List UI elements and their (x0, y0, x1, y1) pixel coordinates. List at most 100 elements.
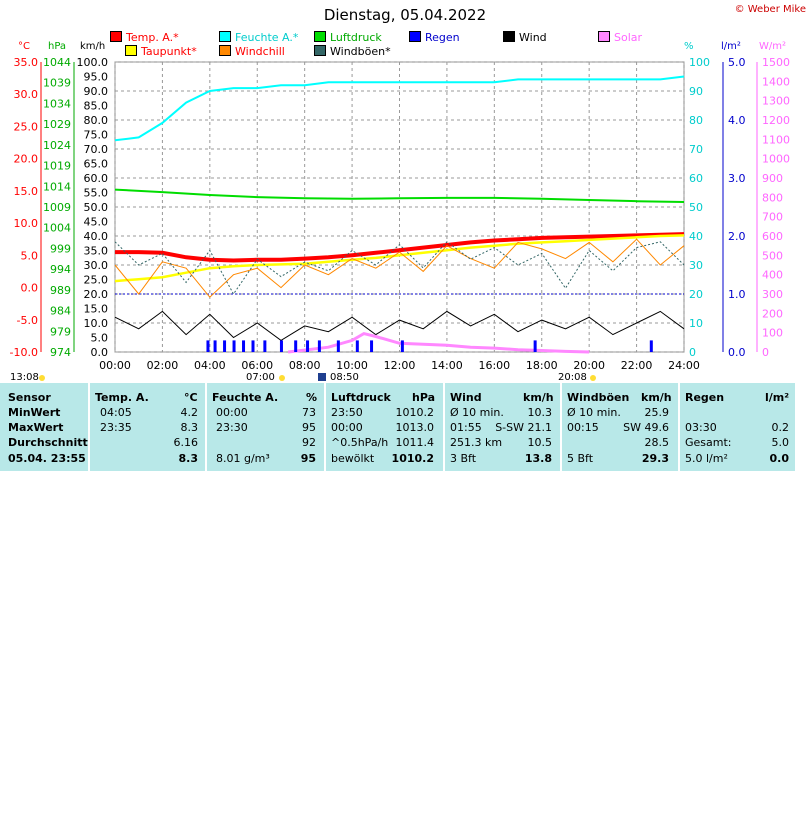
pressure-tick-label: 984 (50, 305, 71, 318)
solar-tick-label: 1200 (762, 114, 790, 127)
sun-time-label: 08:50 (330, 372, 359, 383)
legend-label: Luftdruck (330, 31, 382, 44)
cell-value: 8.3 (178, 452, 199, 465)
rain-bar (251, 340, 255, 352)
row-label: 05.04. 23:55 (8, 452, 86, 465)
legend-item: Windböen* (314, 45, 391, 58)
pressure-unit: hPa (48, 41, 67, 52)
pressure-tick-label: 1019 (43, 160, 71, 173)
cell-value: 8.3 (180, 421, 199, 434)
cell-value: 25.9 (644, 406, 670, 419)
solar-tick-label: 1500 (762, 56, 790, 69)
rain-bar (263, 340, 267, 352)
legend-swatch (125, 45, 137, 56)
legend-label: Solar (614, 31, 643, 44)
header-wind: Wind (450, 391, 482, 404)
series-line (287, 332, 590, 354)
cell-value: 73 (302, 406, 316, 419)
cell-value: 95 (302, 421, 316, 434)
cell-value: 0.0 (769, 452, 790, 465)
header-pressure-unit: hPa (412, 391, 436, 404)
x-tick-label: 12:00 (384, 359, 416, 372)
cell-sub: 01:55 (450, 421, 482, 434)
rain-bar (242, 340, 246, 352)
solar-tick-label: 300 (762, 288, 783, 301)
row-label: Durchschnitt (8, 436, 88, 449)
x-tick-label: 14:00 (431, 359, 463, 372)
rain-tick-label: 1.0 (728, 288, 746, 301)
legend-item: Luftdruck (314, 31, 382, 44)
legend-item: Feuchte A.* (219, 31, 298, 44)
x-tick-label: 08:00 (289, 359, 321, 372)
humidity-unit: % (684, 41, 694, 52)
legend-swatch (314, 45, 326, 56)
solar-tick-label: 100 (762, 327, 783, 340)
legend-item: Wind (503, 31, 547, 44)
legend-label: Windböen* (330, 45, 391, 58)
solar-tick-label: 500 (762, 249, 783, 262)
pressure-tick-label: 1024 (43, 139, 71, 152)
header-gust: Windböen (567, 391, 630, 404)
cell-sub: 00:15 (567, 421, 599, 434)
rain-bar (317, 340, 321, 352)
pressure-tick-label: 1034 (43, 97, 71, 110)
rain-bar (223, 340, 227, 352)
cell-sub: ^0.5hPa/h (331, 436, 389, 449)
solar-tick-label: 200 (762, 307, 783, 320)
header-sensor: Sensor (8, 391, 51, 404)
humidity-tick-label: 50 (689, 201, 703, 214)
cell-value: 4.2 (180, 406, 199, 419)
cell-value: 10.3 (527, 406, 553, 419)
wind-tick-label: 85.0 (84, 100, 109, 113)
cell-sub: 251.3 km (450, 436, 503, 449)
wind-tick-label: 10.0 (84, 317, 109, 330)
cell-value: 1013.0 (395, 421, 435, 434)
series-line (115, 232, 685, 263)
cell-sub: bewölkt (331, 452, 375, 465)
cell-value: 29.3 (641, 452, 669, 465)
header-rain: Regen (685, 391, 725, 404)
cell-value: S-SW 21.1 (495, 421, 552, 434)
statistics-table: Sensor Temp. A. °C Feuchte A. % Luftdruc… (0, 383, 795, 837)
solar-tick-label: 600 (762, 230, 783, 243)
legend-label: Taupunkt* (141, 45, 197, 58)
rain-unit: l/m² (721, 41, 741, 52)
legend-item: Taupunkt* (125, 45, 197, 58)
temp-unit: °C (18, 41, 30, 52)
legend-label: Regen (425, 31, 460, 44)
cell-value: 10.5 (527, 436, 553, 449)
legend-swatch (503, 31, 515, 42)
legend-swatch (219, 45, 231, 56)
row-label: MaxWert (8, 421, 64, 434)
pressure-tick-label: 1009 (43, 201, 71, 214)
cell-value: SW 49.6 (623, 421, 669, 434)
legend-label: Feuchte A.* (235, 31, 299, 44)
rain-tick-label: 2.0 (728, 230, 746, 243)
cell-sub: 8.01 g/m³ (216, 452, 270, 465)
x-tick-label: 02:00 (147, 359, 179, 372)
temp-tick-label: 30.0 (14, 88, 39, 101)
temp-tick-label: 5.0 (21, 249, 39, 262)
sun-icon (39, 375, 45, 381)
wind-tick-label: 90.0 (84, 85, 109, 98)
x-tick-label: 22:00 (621, 359, 653, 372)
solar-tick-label: 0 (762, 346, 769, 359)
cell-value: 6.16 (173, 436, 199, 449)
series-line (114, 310, 685, 342)
cell-sub: 5 Bft (567, 452, 594, 465)
cell-sub: 23:50 (331, 406, 363, 419)
solar-tick-label: 900 (762, 172, 783, 185)
pressure-tick-label: 1014 (43, 180, 71, 193)
cell-sub: Gesamt: (685, 436, 732, 449)
rain-bar (306, 340, 310, 352)
cell-value: 0.2 (771, 421, 790, 434)
legend-swatch (314, 31, 326, 42)
legend-item: Regen (409, 31, 460, 44)
x-tick-label: 20:00 (573, 359, 605, 372)
temp-tick-label: 15.0 (14, 185, 39, 198)
cell-sub: 3 Bft (450, 452, 477, 465)
header-temp: Temp. A. (95, 391, 149, 404)
humidity-tick-label: 30 (689, 259, 703, 272)
wind-tick-label: 35.0 (84, 245, 109, 258)
humidity-tick-label: 70 (689, 143, 703, 156)
